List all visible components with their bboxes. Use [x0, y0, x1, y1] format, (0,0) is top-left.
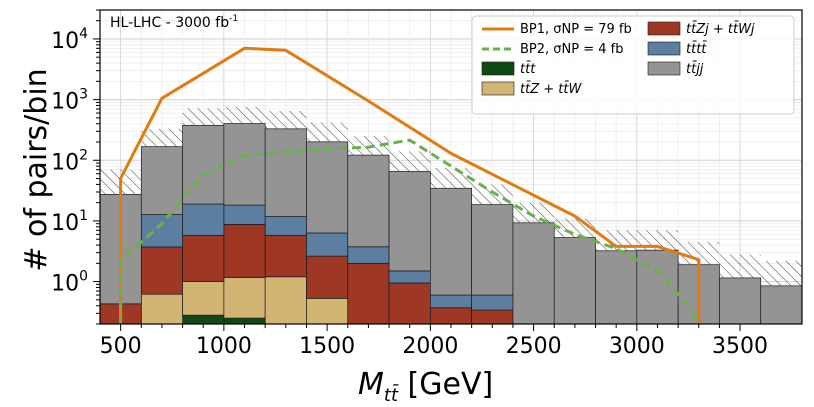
uncertainty-hatch-bin-7	[389, 151, 431, 172]
bar-tt-tt--bin-6	[347, 246, 390, 264]
legend-frame	[471, 15, 795, 115]
bar-tt-jj-bin-8	[430, 187, 472, 296]
annotation-superscript: -1	[229, 14, 238, 24]
x-tick-label: 1500	[299, 334, 355, 359]
bar-tt-jj-bin-6	[347, 154, 390, 248]
bar-tt-jj-bin-1	[140, 146, 183, 215]
bar-tt-jj-bin-5	[306, 141, 349, 234]
bar-tt-zj-tt-wj-bin-3	[223, 224, 266, 278]
uncertainty-hatch-bin-10	[512, 202, 555, 223]
uncertainty-hatch-bin-14	[678, 241, 720, 265]
legend-label-tt-tt-: tt̄tt̄	[686, 42, 707, 57]
bar-tt-jj-bin-13	[636, 249, 679, 324]
uncertainty-hatch-bin-5	[306, 122, 348, 142]
x-axis-title: Mtt̄ [GeV]	[358, 367, 493, 406]
legend-swatch-tt-jj	[647, 61, 681, 76]
uncertainty-hatch-bin-15	[719, 254, 761, 278]
legend-swatch-tt-z-tt-w	[481, 81, 515, 96]
legend-label-bp2: BP2, σNP = 4 fb	[520, 42, 624, 57]
y-tick-label: 101	[51, 208, 88, 236]
legend-label-tt-t: tt̄t	[520, 62, 536, 77]
y-tick-label: 104	[51, 26, 88, 54]
bar-tt-zj-tt-wj-bin-4	[264, 234, 307, 278]
x-axis-title-sub: tt̄	[384, 384, 399, 406]
bar-tt-zj-tt-wj-bin-7	[388, 282, 431, 324]
bar-tt-zj-tt-wj-bin-6	[347, 262, 390, 324]
bar-tt-t-bin-2	[182, 314, 225, 324]
bar-tt-jj-bin-10	[512, 222, 555, 324]
bar-tt-zj-tt-wj-bin-2	[182, 234, 225, 282]
bar-tt-tt--bin-5	[306, 232, 349, 257]
bar-tt-jj-bin-9	[471, 204, 514, 296]
legend-label-tt-zj-tt-wj: tt̄Zj + tt̄Wj	[686, 22, 755, 37]
bar-tt-jj-bin-3	[223, 123, 266, 206]
bar-tt-tt--bin-7	[388, 270, 431, 284]
bar-tt-z-tt-w-bin-4	[264, 276, 307, 324]
legend-label-tt-z-tt-w: tt̄Z + tt̄W	[520, 82, 582, 97]
legend-swatch-tt-tt-	[647, 41, 681, 56]
bar-tt-z-tt-w-bin-3	[223, 277, 266, 319]
legend-swatch-tt-zj-tt-wj	[647, 21, 681, 36]
bar-tt-tt--bin-1	[140, 214, 183, 248]
bar-tt-jj-bin-11	[553, 237, 596, 324]
bar-tt-jj-bin-16	[760, 285, 802, 324]
bar-tt-zj-tt-wj-bin-1	[140, 246, 183, 295]
legend: BP1, σNP = 79 fb BP2, σNP = 4 fb tt̄t tt̄Z …	[471, 15, 795, 115]
x-tick-label: 2500	[506, 334, 562, 359]
x-tick-label: 1000	[196, 334, 252, 359]
y-axis-title: # of pairs/bin	[19, 68, 54, 271]
uncertainty-hatch-bin-4	[265, 110, 307, 129]
signal-lines	[119, 46, 701, 324]
bar-tt-tt--bin-4	[264, 216, 307, 236]
bar-tt-t-bin-3	[223, 317, 266, 324]
uncertainty-hatch-bin-8	[430, 167, 472, 189]
x-tick-label: 500	[100, 334, 142, 359]
bar-tt-z-tt-w-bin-1	[140, 293, 183, 324]
bar-tt-jj-bin-12	[595, 250, 638, 324]
x-tick-label: 3500	[712, 334, 768, 359]
bar-tt-tt--bin-2	[182, 203, 225, 236]
legend-label-bp1: BP1, σNP = 79 fb	[520, 22, 632, 37]
x-axis: 500 1000 1500 2000 2500 3000 3500	[100, 324, 768, 359]
uncertainty-hatch-bin-1	[141, 128, 183, 147]
x-tick-label: 3000	[609, 334, 665, 359]
bar-tt-jj-bin-7	[388, 171, 431, 272]
bar-tt-tt--bin-3	[223, 204, 266, 225]
line-bp1	[119, 46, 701, 324]
y-axis: 100 101 102 103 104	[51, 9, 100, 325]
y-tick-label: 103	[51, 87, 88, 115]
uncertainty-hatch-bin-2	[182, 108, 224, 126]
bar-tt-zj-tt-wj-bin-5	[306, 255, 349, 299]
line-bp2	[119, 138, 701, 324]
uncertainty-hatch-bin-16	[760, 260, 802, 286]
bar-tt-zj-tt-wj-bin-9	[471, 309, 514, 324]
bar-tt-zj-tt-wj-bin-8	[430, 307, 472, 324]
legend-label-tt-jj: tt̄jj	[686, 62, 704, 77]
x-tick-label: 2000	[402, 334, 458, 359]
y-tick-label: 102	[51, 147, 88, 175]
x-axis-title-unit: [GeV]	[398, 367, 493, 402]
annotation-label: HL-LHC - 3000 fb-1	[110, 14, 238, 31]
y-tick-label: 100	[51, 269, 88, 297]
bar-tt-z-tt-w-bin-5	[306, 297, 349, 324]
bar-tt-tt--bin-8	[430, 294, 472, 309]
x-axis-title-main: M	[358, 367, 384, 402]
bar-tt-jj-bin-4	[264, 128, 307, 217]
bar-tt-jj-bin-15	[719, 277, 762, 324]
uncertainty-hatch-bin-3	[223, 106, 266, 124]
bar-tt-tt--bin-9	[471, 294, 514, 311]
bar-tt-z-tt-w-bin-2	[182, 281, 225, 316]
legend-swatch-tt-t	[481, 61, 515, 76]
